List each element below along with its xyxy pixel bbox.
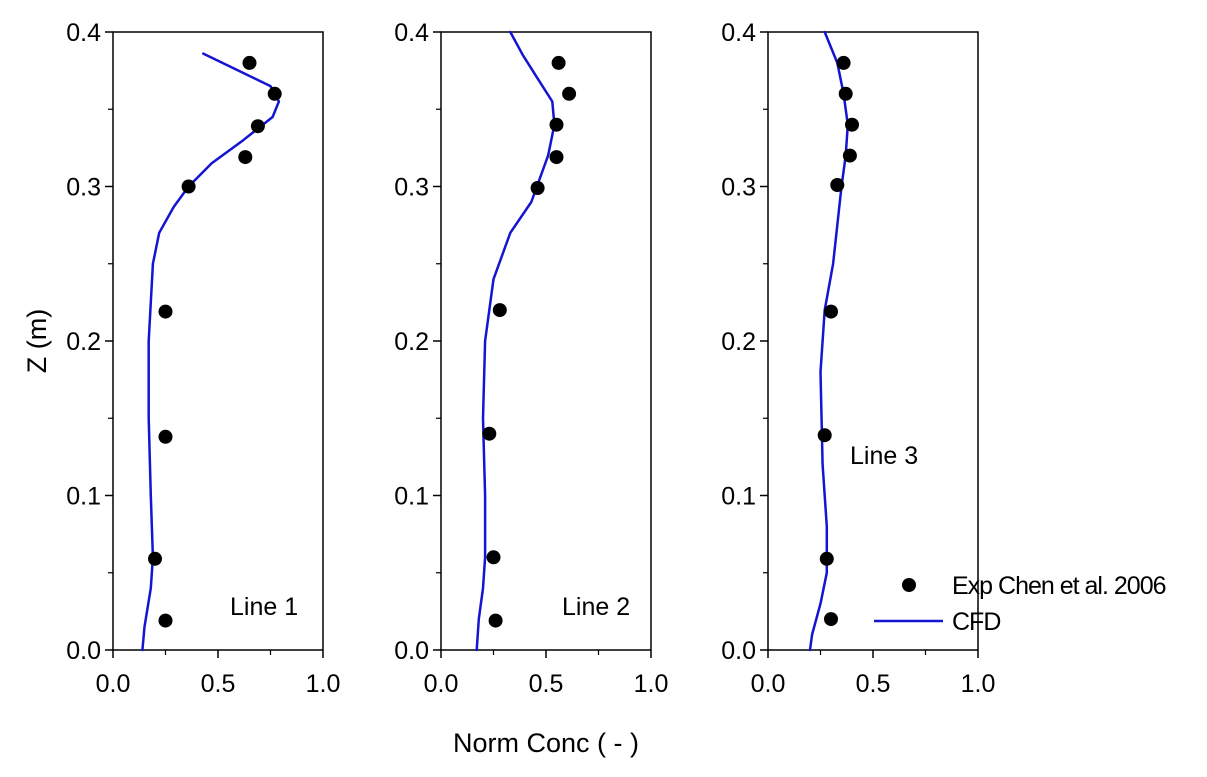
panel-2-xtick-label: 1.0: [634, 670, 669, 698]
panel-3-ytick-label: 0.3: [721, 174, 756, 202]
panel-3: 0.0 0.1 0.2 0.3 0.4 0.0 0.5 1.0 Line 3: [721, 19, 995, 698]
panel-1-exp-point: [158, 613, 173, 628]
panel-3-xtick-label: 0.0: [751, 670, 786, 698]
panel-1-cfd-line: [141, 52, 281, 652]
panel-3-ytick-label: 0.4: [721, 19, 756, 47]
panel-2: 0.0 0.1 0.2 0.3 0.4 0.0 0.5 1.0 Line 2: [394, 19, 668, 698]
panel-1-ytick-label: 0.3: [66, 174, 101, 202]
panel-1-exp-point: [238, 150, 253, 165]
legend-scatter-label: Exp Chen et al. 2006: [952, 572, 1166, 600]
panel-1-exp-point: [250, 119, 265, 134]
panel-3-ytick-label: 0.1: [721, 483, 756, 511]
panel-1-ytick-label: 0.0: [66, 637, 101, 665]
legend-scatter-marker: [902, 578, 916, 592]
panel-1-ytick-label: 0.4: [66, 19, 101, 47]
panel-3-ytick-label: 0.0: [721, 637, 756, 665]
panel-2-exp-point: [549, 117, 564, 132]
panel-2-exp-point: [551, 55, 566, 70]
panel-3-exp-point: [824, 304, 838, 319]
panel-2-frame: [440, 31, 652, 651]
panel-2-ytick-label: 0.2: [394, 328, 429, 356]
x-axis-title: Norm Conc ( - ): [453, 728, 639, 758]
panel-2-exp-point: [486, 550, 501, 565]
panel-1-frame: [112, 31, 324, 651]
panel-1-ytick-label: 0.1: [66, 483, 101, 511]
panel-1-exp-point: [158, 304, 173, 319]
panel-1-exp-point: [242, 55, 257, 70]
panel-2-ytick-label: 0.3: [394, 174, 429, 202]
panel-2-ytick-label: 0.4: [394, 19, 429, 47]
panel-3-frame: [767, 31, 979, 651]
y-axis-title: Z (m): [22, 309, 52, 373]
panel-3-exp-point: [838, 86, 853, 101]
panel-1-xtick-label: 0.0: [96, 670, 131, 698]
panel-2-exp-point: [492, 303, 507, 318]
panel-1-exp-point: [158, 429, 173, 444]
panel-3-exp-point: [830, 178, 845, 192]
panel-2-exp-point: [488, 613, 503, 628]
panel-2-xtick-label: 0.5: [529, 670, 564, 698]
panel-3-xtick-label: 1.0: [961, 670, 996, 698]
panel-3-exp-point: [819, 551, 834, 566]
panel-2-exp-point: [530, 181, 545, 195]
panel-1-exp-point: [267, 86, 282, 101]
panel-2-label: Line 2: [562, 593, 630, 621]
panel-1-xtick-label: 1.0: [306, 670, 341, 698]
legend: Exp Chen et al. 2006 CFD: [874, 572, 1167, 636]
panel-2-exp-point: [482, 426, 497, 441]
panel-1-ytick-label: 0.2: [66, 328, 101, 356]
panel-2-ytick-label: 0.0: [394, 637, 429, 665]
panel-3-exp-point: [824, 612, 838, 627]
panel-3-label: Line 3: [850, 442, 918, 470]
panel-3-xtick-label: 0.5: [856, 670, 891, 698]
panel-1: 0.0 0.1 0.2 0.3 0.4 0.0 0.5 1.0 Line 1: [66, 19, 340, 698]
panel-1-xtick-label: 0.5: [201, 670, 236, 698]
panel-3-exp-point: [842, 148, 857, 163]
panel-2-ytick-label: 0.1: [394, 483, 429, 511]
panel-3-exp-point: [817, 428, 832, 443]
panel-1-exp-point: [148, 551, 162, 566]
panel-3-exp-point: [845, 117, 859, 132]
panel-3-ytick-label: 0.2: [721, 328, 756, 356]
panel-2-exp-point: [549, 150, 564, 165]
panel-1-exp-point: [181, 179, 196, 194]
panel-2-exp-point: [562, 86, 577, 101]
panel-1-label: Line 1: [230, 593, 298, 621]
panel-2-cfd-line: [475, 30, 556, 652]
panel-3-exp-point: [836, 55, 851, 70]
panel-2-xtick-label: 0.0: [424, 670, 459, 698]
legend-line-label: CFD: [952, 608, 1000, 636]
